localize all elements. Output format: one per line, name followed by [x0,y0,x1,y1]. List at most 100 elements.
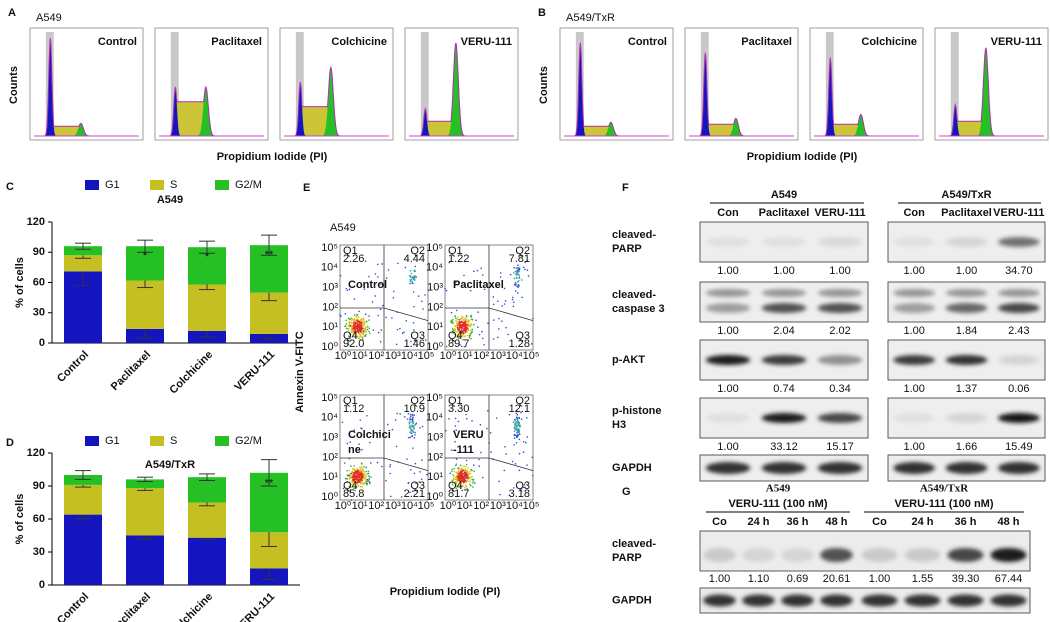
band [947,594,984,607]
event-dot [513,266,515,269]
event-dot [341,421,344,424]
event-dot [391,428,394,431]
event-dot [465,318,468,321]
x-tick-label: 10⁰ [440,350,457,362]
event-dot [374,273,377,275]
event-dot [463,274,465,277]
event-dot [412,291,415,293]
y-tick-label: 120 [27,447,45,459]
bar-segment [126,479,164,489]
panel-letter: F [622,182,629,194]
event-dot [346,478,348,480]
x-tick-label: 10³ [490,500,506,512]
event-dot [518,424,521,426]
event-dot [409,491,411,494]
event-dot [469,333,472,336]
event-dot [364,474,366,477]
x-tick-label: 10² [368,350,384,362]
band [742,548,775,562]
event-dot [454,485,457,487]
event-dot [463,335,465,337]
event-dot [362,331,365,334]
quadrant-name: Q3 [515,330,530,342]
event-dot [478,458,480,461]
event-dot [520,487,523,490]
event-dot [518,277,521,279]
event-dot [453,281,456,284]
event-dot [515,420,518,423]
y-tick-label: 10⁴ [321,412,338,424]
x-tick-label: 10⁵ [418,350,435,362]
x-tick-label: Paclitaxel [109,591,153,622]
histogram-s [285,106,388,136]
event-dot [342,487,345,490]
event-dot [511,298,514,301]
plot-label: Control [628,36,667,48]
event-dot [512,305,515,308]
event-dot [362,322,364,325]
band-value: 1.00 [773,265,794,277]
event-dot [409,419,411,421]
event-dot [360,466,363,468]
x-tick-label: 10⁴ [506,500,523,512]
event-dot [505,326,507,329]
event-dot [458,484,460,487]
event-dot [357,481,359,484]
event-dot [421,459,423,461]
event-dot [355,476,357,479]
event-dot [369,441,371,444]
event-dot [517,266,519,269]
band [893,303,936,313]
quadrant-value: 81.7 [448,488,469,500]
event-dot [366,473,369,475]
event-dot [348,477,351,480]
event-dot [478,333,481,336]
event-dot [460,476,463,479]
y-tick-label: 10³ [322,281,338,293]
event-dot [471,478,473,481]
event-dot [473,470,476,473]
event-dot [379,340,382,343]
y-tick-label: 10³ [322,431,338,443]
band-value: 2.04 [773,325,794,337]
event-dot [517,269,520,271]
event-dot [454,464,457,467]
event-dot [350,317,352,320]
event-dot [454,481,457,483]
event-dot [453,329,456,332]
event-dot [360,476,362,478]
event-dot [460,330,462,333]
plot-label: VERU [453,429,484,441]
event-dot [461,478,464,481]
band-value: 1.66 [956,441,977,453]
event-dot [469,470,472,473]
y-tick-label: 10⁵ [321,392,338,404]
event-dot [404,416,406,418]
event-dot [522,266,525,269]
event-dot [450,321,452,324]
band-value: 1.00 [717,441,738,453]
event-dot [395,343,398,346]
y-tick-label: 10⁴ [321,262,338,274]
band [761,303,807,313]
band-value: 20.61 [823,573,851,585]
event-dot [513,277,516,280]
event-dot [481,337,484,340]
event-dot [521,296,523,299]
y-tick-label: 10⁵ [426,392,443,404]
y-axis-label: % of cells [14,494,26,545]
y-tick-label: 10⁴ [426,412,443,424]
event-dot [424,339,427,341]
event-dot [350,499,353,501]
event-dot [356,319,359,322]
event-dot [362,475,364,478]
band [945,237,988,247]
event-dot [458,334,461,336]
event-dot [358,466,361,469]
event-dot [365,475,368,478]
x-tick-label: 10⁵ [418,500,435,512]
event-dot [389,465,391,468]
event-dot [514,424,517,427]
bar-segment [126,280,164,329]
band [861,594,898,607]
